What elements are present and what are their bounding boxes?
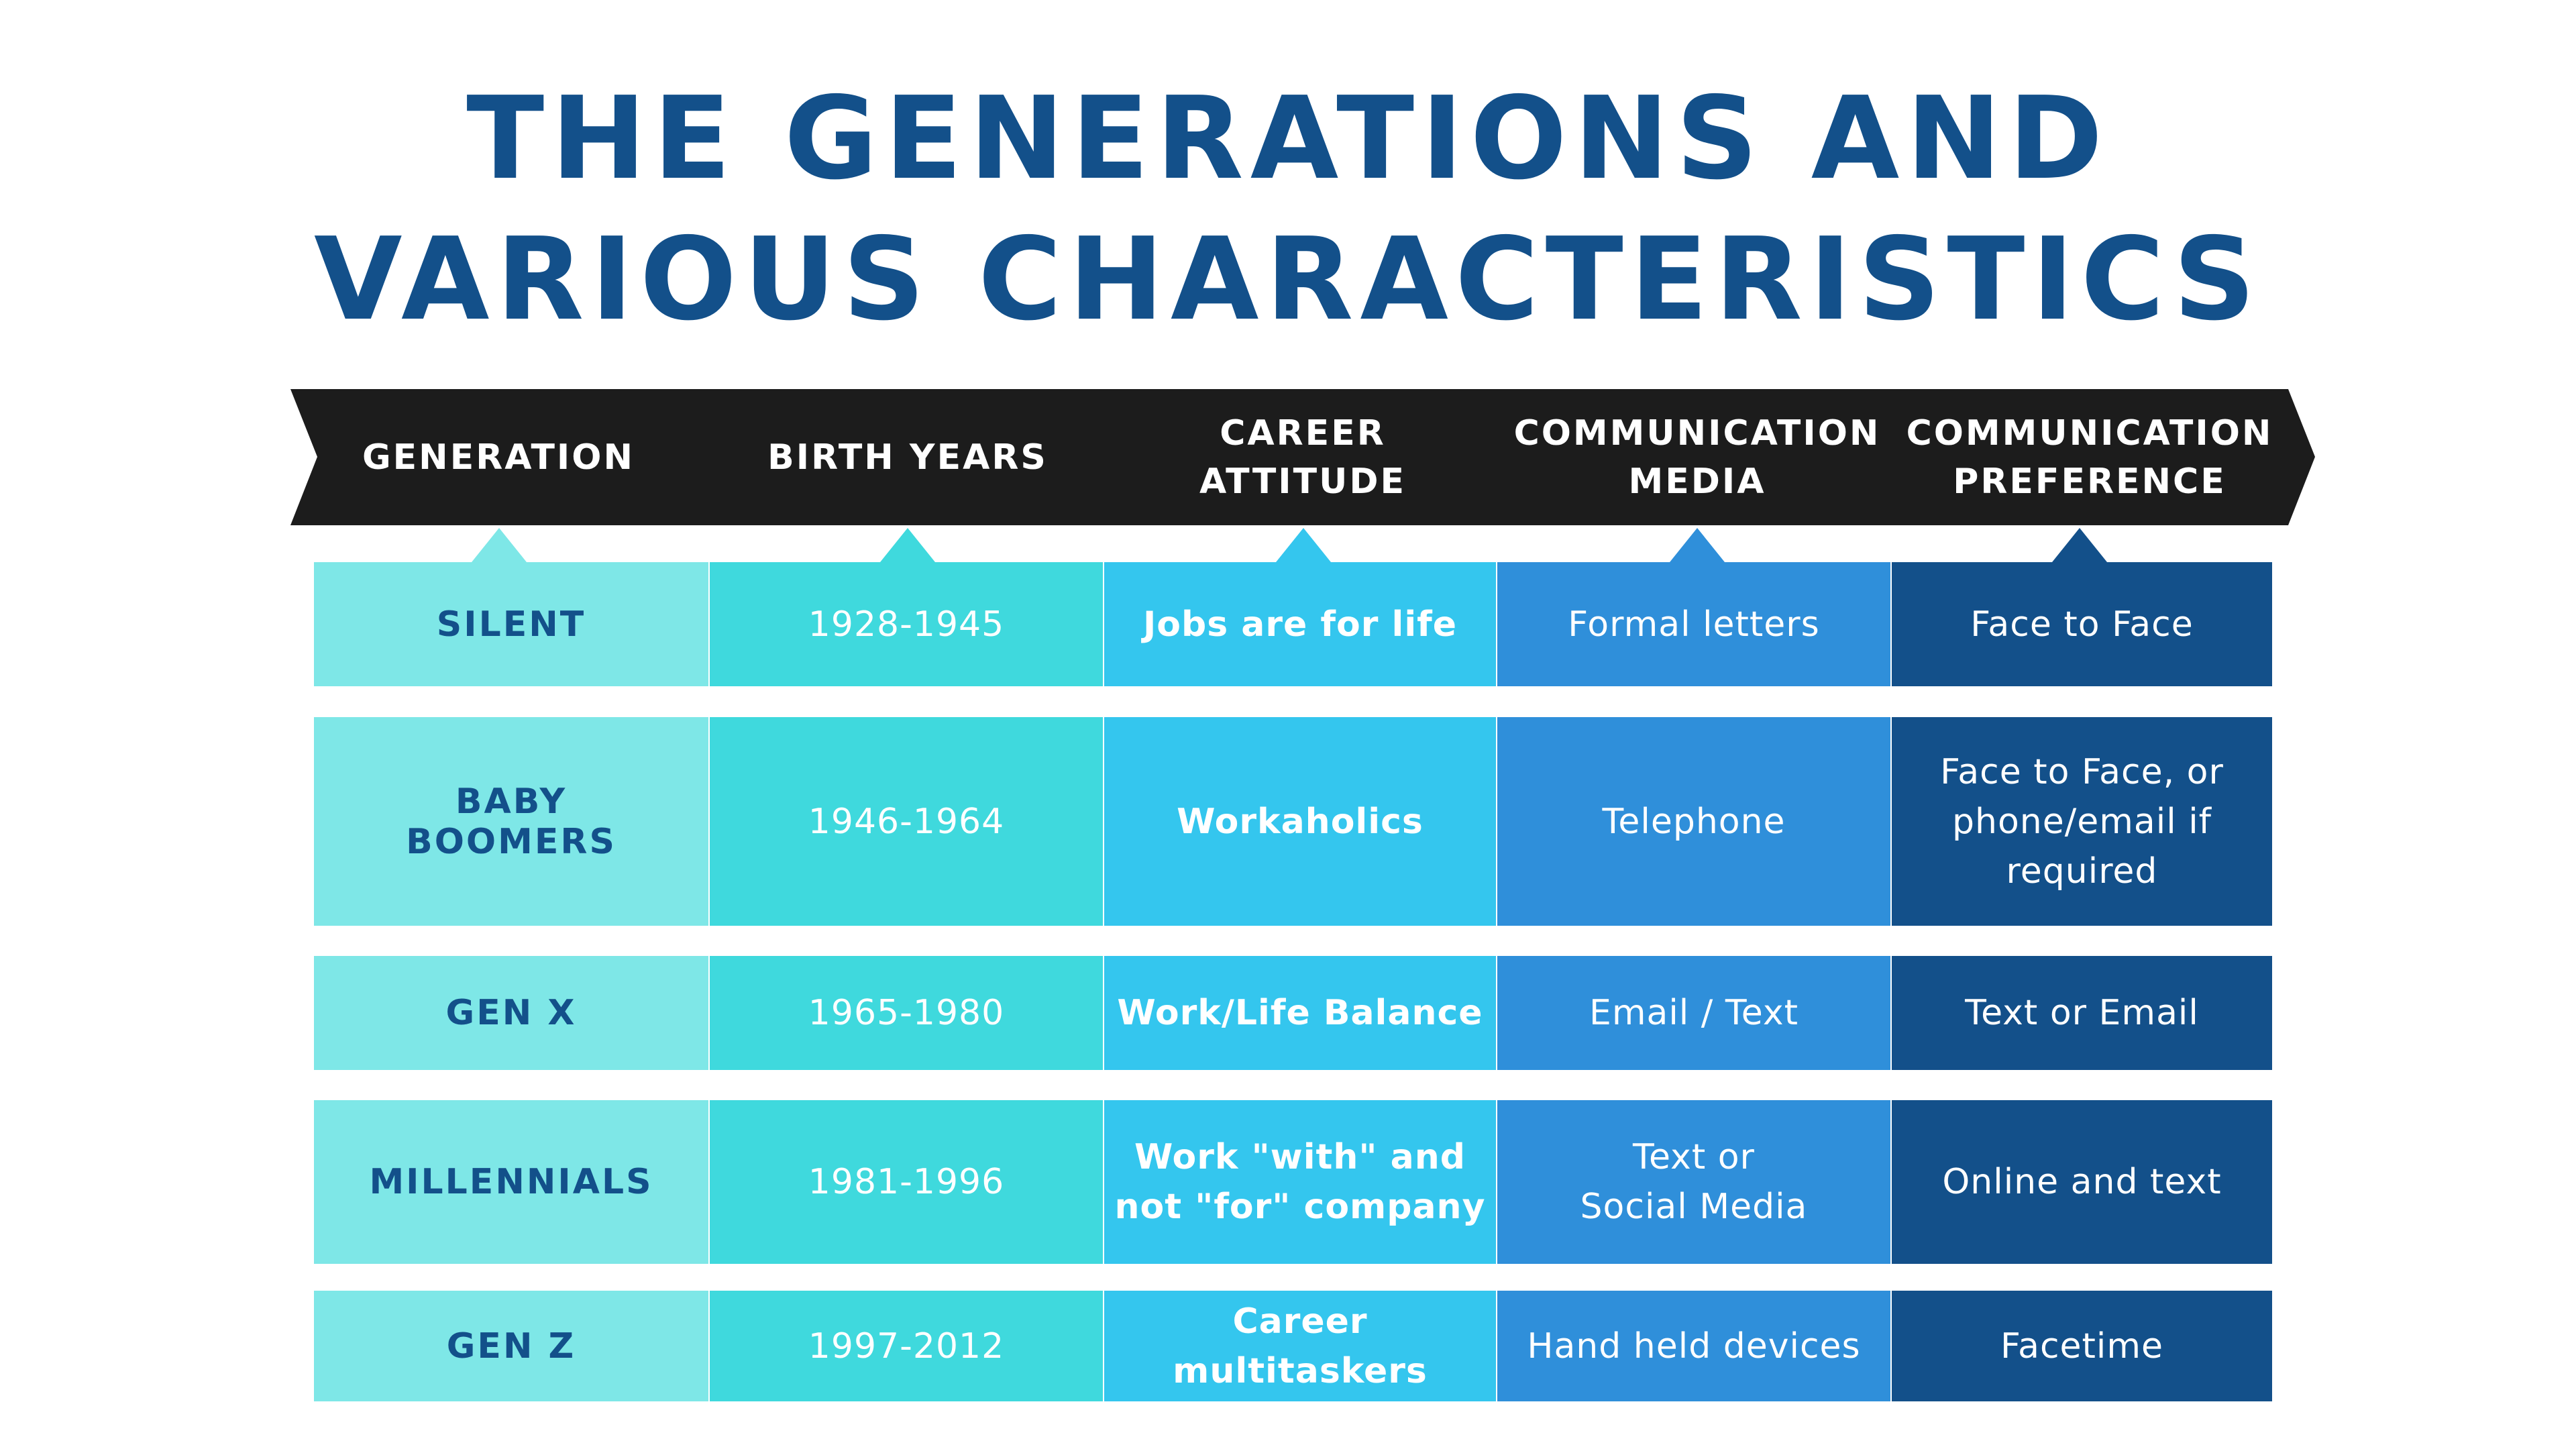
cell-generation: GEN Z bbox=[314, 1291, 708, 1401]
cell-generation: GEN X bbox=[314, 956, 708, 1070]
table-row-gen-z: GEN Z 1997-2012 Career multitaskers Hand… bbox=[314, 1291, 2272, 1401]
cell-birth-years: 1946-1964 bbox=[710, 717, 1103, 926]
cell-communication-preference: Online and text bbox=[1892, 1100, 2272, 1264]
cell-generation: MILLENNIALS bbox=[314, 1100, 708, 1264]
cell-birth-years: 1997-2012 bbox=[710, 1291, 1103, 1401]
header-communication-preference: COMMUNICATION PREFERENCE bbox=[1906, 413, 2273, 502]
cell-communication-media: Text or Social Media bbox=[1497, 1100, 1890, 1264]
header-generation: GENERATION bbox=[362, 437, 635, 478]
pointer-communication-media bbox=[1670, 528, 1725, 562]
cell-birth-years: 1965-1980 bbox=[710, 956, 1103, 1070]
header-career-attitude: CAREER ATTITUDE bbox=[1199, 413, 1407, 502]
table-row-millennials: MILLENNIALS 1981-1996 Work "with" and no… bbox=[314, 1100, 2272, 1264]
table-row-gen-x: GEN X 1965-1980 Work/Life Balance Email … bbox=[314, 956, 2272, 1070]
cell-career-attitude: Jobs are for life bbox=[1104, 562, 1496, 686]
page-title-line-2: VARIOUS CHARACTERISTICS bbox=[313, 213, 2262, 346]
cell-communication-media: Email / Text bbox=[1497, 956, 1890, 1070]
cell-birth-years: 1928-1945 bbox=[710, 562, 1103, 686]
cell-communication-media: Telephone bbox=[1497, 717, 1890, 926]
cell-communication-media: Formal letters bbox=[1497, 562, 1890, 686]
table-row-silent: SILENT 1928-1945 Jobs are for life Forma… bbox=[314, 562, 2272, 686]
cell-career-attitude: Career multitaskers bbox=[1104, 1291, 1496, 1401]
header-banner bbox=[290, 389, 2315, 525]
pointer-generation bbox=[472, 528, 527, 562]
page-title-line-1: THE GENERATIONS AND bbox=[466, 72, 2110, 205]
pointer-communication-preference bbox=[2052, 528, 2107, 562]
cell-communication-preference: Face to Face bbox=[1892, 562, 2272, 686]
cell-communication-preference: Text or Email bbox=[1892, 956, 2272, 1070]
cell-career-attitude: Work "with" and not "for" company bbox=[1104, 1100, 1496, 1264]
cell-communication-media: Hand held devices bbox=[1497, 1291, 1890, 1401]
cell-communication-preference: Facetime bbox=[1892, 1291, 2272, 1401]
cell-birth-years: 1981-1996 bbox=[710, 1100, 1103, 1264]
header-communication-media: COMMUNICATION MEDIA bbox=[1513, 413, 1881, 502]
header-birth-years: BIRTH YEARS bbox=[767, 437, 1048, 478]
pointer-career-attitude bbox=[1276, 528, 1331, 562]
cell-career-attitude: Workaholics bbox=[1104, 717, 1496, 926]
cell-generation: SILENT bbox=[314, 562, 708, 686]
pointer-birth-years bbox=[880, 528, 935, 562]
table-row-baby-boomers: BABY BOOMERS 1946-1964 Workaholics Telep… bbox=[314, 717, 2272, 926]
cell-career-attitude: Work/Life Balance bbox=[1104, 956, 1496, 1070]
cell-communication-preference: Face to Face, or phone/email if required bbox=[1892, 717, 2272, 926]
cell-generation: BABY BOOMERS bbox=[314, 717, 708, 926]
